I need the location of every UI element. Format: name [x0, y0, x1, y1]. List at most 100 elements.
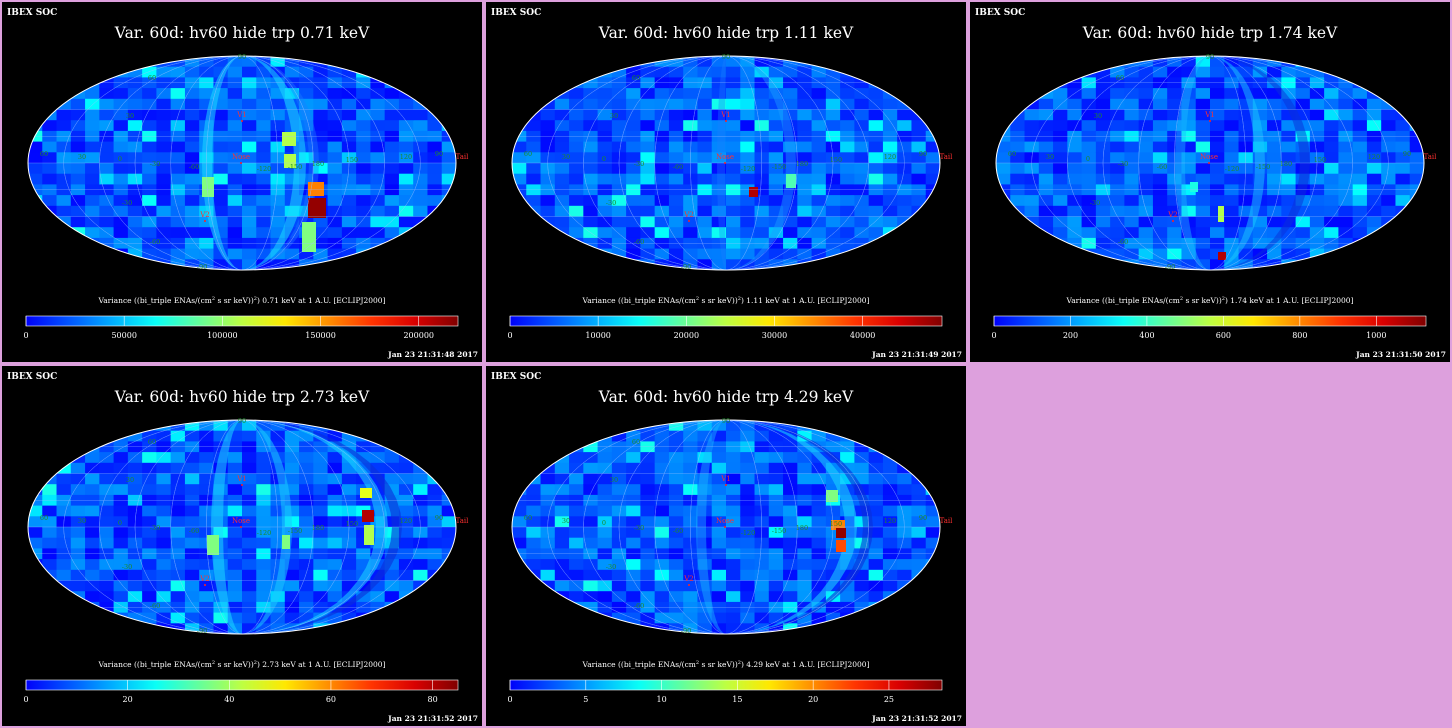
colorbar-tick-label: 40 — [224, 695, 234, 704]
map-panel-4: IBEX SOC Var. 60d: hv60 hide trp 2.73 keV… — [2, 366, 482, 726]
coord-label: 90 — [1403, 150, 1411, 158]
panel-title: Var. 60d: hv60 hide trp 4.29 keV — [598, 388, 854, 406]
coord-label: -120 — [1225, 165, 1240, 173]
coord-label: 90 — [919, 514, 927, 522]
map-outline — [511, 419, 941, 635]
coord-label: -90 — [681, 263, 691, 271]
v1-marker: V1 — [236, 111, 247, 119]
colorbar — [993, 315, 1427, 327]
coord-label: 90 — [435, 150, 443, 158]
v2-marker: V2 — [683, 575, 694, 583]
coord-label: 0 — [118, 155, 122, 163]
coord-label: -30 — [606, 199, 616, 207]
colorbar-tick-label: 50000 — [111, 331, 136, 340]
colorbar-label: Variance ((bi_triple ENAs/(cm2 s sr keV)… — [581, 296, 869, 305]
coord-label: -60 — [1118, 238, 1128, 246]
coord-label: -30 — [1090, 199, 1100, 207]
v1-marker: V1 — [720, 111, 731, 119]
coord-label: -60 — [1157, 163, 1167, 171]
panel-svg: IBEX SOC Var. 60d: hv60 hide trp 4.29 keV… — [491, 372, 962, 723]
colorbar-tick-label: 40000 — [850, 331, 875, 340]
panel-svg: IBEX SOC Var. 60d: hv60 hide trp 1.11 keV… — [491, 8, 962, 359]
map-outline — [511, 55, 941, 271]
colorbar-tick-label: 100000 — [207, 331, 238, 340]
coord-label: 90 — [238, 53, 246, 61]
colorbar-tick-label: 200000 — [403, 331, 434, 340]
colorbar-tick-label: 0 — [991, 331, 996, 340]
coord-label: 120 — [884, 517, 896, 525]
coord-label: -90 — [197, 263, 207, 271]
coord-label: 90 — [722, 417, 730, 425]
sky-map-pixels — [512, 56, 940, 270]
coord-label: -30 — [150, 524, 160, 532]
map-panel-3: IBEX SOC Var. 60d: hv60 hide trp 1.74 keV… — [970, 2, 1450, 362]
tail-marker: Tail — [456, 153, 470, 161]
timestamp: Jan 23 21:31:52 2017 — [871, 714, 962, 723]
coord-label: 60 — [524, 150, 532, 158]
panel-svg: IBEX SOC Var. 60d: hv60 hide trp 0.71 keV… — [7, 8, 478, 359]
coord-label: 60 — [1008, 150, 1016, 158]
v1-marker: V1 — [236, 475, 247, 483]
coord-label: -120 — [257, 165, 272, 173]
coord-label: -120 — [741, 529, 756, 537]
coord-label: -60 — [673, 527, 683, 535]
coord-label: -60 — [189, 163, 199, 171]
coord-label: -60 — [150, 602, 160, 610]
coord-label: 150 — [1314, 156, 1326, 164]
coord-label: 0 — [602, 155, 606, 163]
colorbar-tick-label: 20 — [808, 695, 818, 704]
panel-svg: IBEX SOC Var. 60d: hv60 hide trp 1.74 keV… — [975, 8, 1446, 359]
colorbar — [509, 315, 943, 327]
tail-marker: Tail — [456, 517, 470, 525]
coord-label: -60 — [634, 238, 644, 246]
map-outline — [27, 419, 457, 635]
v2-marker: V2 — [1167, 211, 1178, 219]
colorbar-tick-label: 60 — [326, 695, 336, 704]
coord-label: -120 — [257, 529, 272, 537]
coord-label: -60 — [634, 602, 644, 610]
coord-label: 60 — [40, 514, 48, 522]
coord-label: -90 — [1165, 263, 1175, 271]
coord-label: -30 — [634, 160, 644, 168]
coord-label: -60 — [150, 238, 160, 246]
panel-title: Var. 60d: hv60 hide trp 2.73 keV — [114, 388, 370, 406]
sky-map-pixels — [28, 56, 456, 270]
coord-label: -30 — [1118, 160, 1128, 168]
coord-label: 90 — [722, 53, 730, 61]
coord-label: -150 — [1256, 163, 1271, 171]
coord-label: 30 — [1094, 112, 1102, 120]
sky-map-pixels — [28, 420, 456, 634]
coord-label: 0 — [1086, 155, 1090, 163]
coord-label: 30 — [562, 517, 570, 525]
coord-label: 60 — [148, 74, 156, 82]
v2-marker: V2 — [199, 575, 210, 583]
coord-label: 60 — [1116, 74, 1124, 82]
coord-label: -120 — [741, 165, 756, 173]
panel-title: Var. 60d: hv60 hide trp 1.11 keV — [598, 24, 854, 42]
colorbar-tick-label: 800 — [1292, 331, 1307, 340]
coord-label: 120 — [400, 517, 412, 525]
colorbar-tick-label: 600 — [1216, 331, 1231, 340]
coord-label: 150 — [830, 520, 842, 528]
nose-marker: Nose — [1200, 153, 1218, 161]
coord-label: 120 — [884, 153, 896, 161]
nose-marker: Nose — [232, 517, 250, 525]
coord-label: 30 — [610, 112, 618, 120]
coord-label: 90 — [435, 514, 443, 522]
colorbar-tick-label: 200 — [1063, 331, 1078, 340]
coord-label: -30 — [122, 563, 132, 571]
panel-header: IBEX SOC — [7, 8, 57, 18]
timestamp: Jan 23 21:31:50 2017 — [1355, 350, 1446, 359]
panel-header: IBEX SOC — [491, 372, 541, 382]
panel-title: Var. 60d: hv60 hide trp 0.71 keV — [114, 24, 370, 42]
coord-label: -150 — [772, 163, 787, 171]
coord-label: 180 — [796, 160, 808, 168]
colorbar-label: Variance ((bi_triple ENAs/(cm2 s sr keV)… — [97, 296, 385, 305]
colorbar-tick-label: 15 — [732, 695, 742, 704]
coord-label: 30 — [78, 517, 86, 525]
colorbar-label: Variance ((bi_triple ENAs/(cm2 s sr keV)… — [97, 660, 385, 669]
colorbar-tick-label: 10000 — [585, 331, 610, 340]
panel-header: IBEX SOC — [975, 8, 1025, 18]
tail-marker: Tail — [940, 517, 954, 525]
colorbar — [25, 315, 459, 327]
